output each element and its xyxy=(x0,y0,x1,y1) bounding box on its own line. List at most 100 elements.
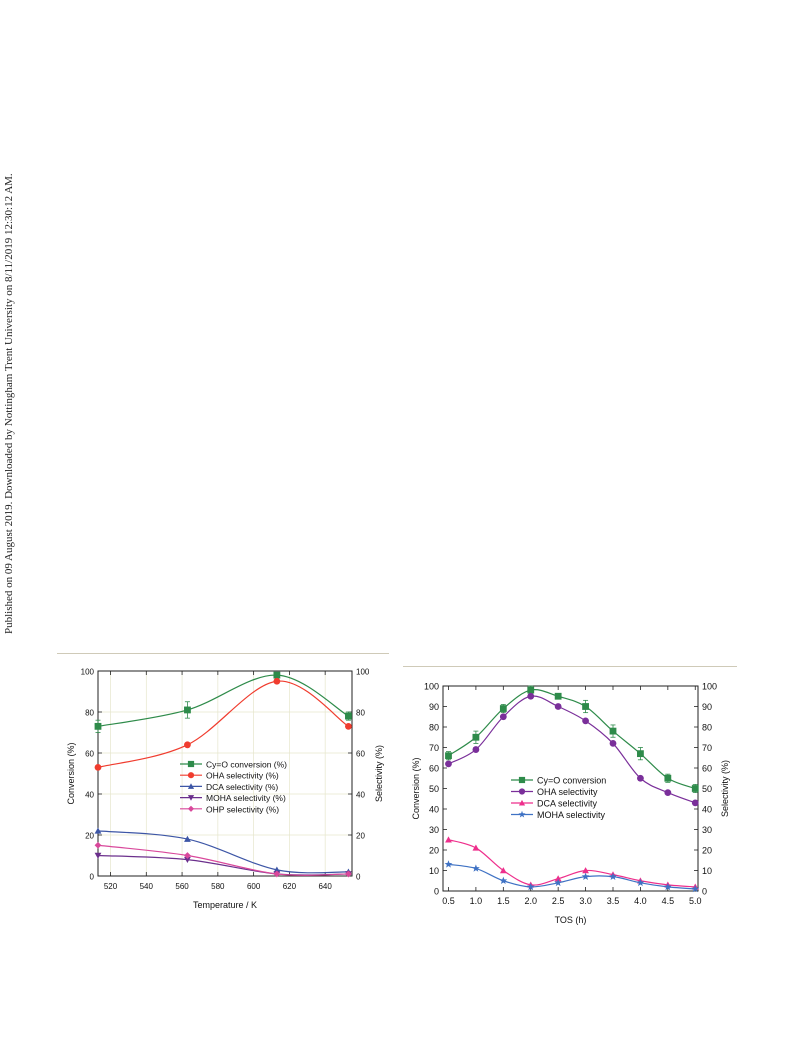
y-right-tick-label: 80 xyxy=(356,709,365,718)
y-right-tick-label: 20 xyxy=(356,832,365,841)
data-point xyxy=(345,870,352,878)
legend-marker xyxy=(187,772,195,779)
data-point xyxy=(472,733,480,741)
data-point xyxy=(554,878,563,887)
data-point xyxy=(609,740,617,747)
y-right-tick-label: 40 xyxy=(356,791,365,800)
y-right-tick-label: 10 xyxy=(702,866,712,876)
data-point xyxy=(664,789,672,796)
x-tick-label: 520 xyxy=(104,882,118,891)
x-tick-label: 4.5 xyxy=(662,896,675,906)
data-point xyxy=(554,703,562,710)
series-line xyxy=(448,839,696,888)
y-tick-label: 100 xyxy=(424,682,439,692)
series-line xyxy=(97,680,349,768)
y-tick-label: 60 xyxy=(85,750,94,759)
legend-label: OHP selectivity (%) xyxy=(206,804,279,814)
y-right-tick-label: 0 xyxy=(356,873,361,882)
data-point xyxy=(637,750,644,758)
y-tick-label: 40 xyxy=(429,805,439,815)
data-point xyxy=(527,692,535,700)
data-point xyxy=(345,712,352,720)
data-point xyxy=(609,727,617,735)
data-point xyxy=(499,876,508,885)
data-point xyxy=(664,774,672,782)
data-point xyxy=(691,785,699,792)
y-tick-label: 100 xyxy=(81,668,95,677)
series-line xyxy=(448,689,696,790)
data-point xyxy=(499,705,507,712)
data-point xyxy=(273,677,281,685)
y-tick-label: 0 xyxy=(434,887,439,897)
data-point xyxy=(527,686,535,694)
x-tick-label: 640 xyxy=(318,882,332,891)
legend-label: MOHA selectivity (%) xyxy=(206,793,286,803)
y-right-axis-label: Selectivity (%) xyxy=(374,745,384,802)
y-tick-label: 0 xyxy=(90,873,95,882)
legend-label: OHA selectivity xyxy=(537,787,598,797)
legend-marker xyxy=(187,783,195,789)
data-point xyxy=(273,866,281,873)
y-right-tick-label: 0 xyxy=(702,887,707,897)
legend-label: Cy=O conversion (%) xyxy=(206,760,287,770)
data-point xyxy=(526,882,535,891)
y-right-tick-label: 30 xyxy=(702,825,712,835)
y-tick-label: 10 xyxy=(429,866,439,876)
y-tick-label: 20 xyxy=(429,846,439,856)
legend-label: DCA selectivity (%) xyxy=(206,782,278,792)
data-point xyxy=(472,844,480,851)
legend-label: DCA selectivity xyxy=(537,799,598,809)
legend-label: Cy=O conversion xyxy=(537,776,606,786)
legend-marker xyxy=(187,805,195,812)
data-point xyxy=(184,706,191,714)
data-point xyxy=(499,713,507,721)
y-right-tick-label: 60 xyxy=(702,764,712,774)
x-tick-label: 5.0 xyxy=(689,896,702,906)
y-tick-label: 50 xyxy=(429,784,439,794)
x-axis-label: Temperature / K xyxy=(193,900,257,910)
data-point xyxy=(472,864,480,872)
legend-marker xyxy=(187,795,195,801)
y-tick-label: 60 xyxy=(429,764,439,774)
data-point xyxy=(444,860,453,868)
data-point xyxy=(445,760,452,768)
data-point xyxy=(582,867,589,874)
x-tick-label: 2.5 xyxy=(552,896,565,906)
y-right-tick-label: 80 xyxy=(702,723,712,733)
x-axis-label: TOS (h) xyxy=(555,915,587,925)
x-tick-label: 2.0 xyxy=(524,896,537,906)
legend-marker xyxy=(518,776,526,784)
series-line xyxy=(448,863,696,890)
y-right-tick-label: 90 xyxy=(702,702,712,712)
separator-left xyxy=(57,653,389,654)
plot-frame xyxy=(97,670,353,877)
legend-marker xyxy=(518,788,526,795)
data-point xyxy=(273,671,281,679)
y-tick-label: 90 xyxy=(429,702,439,712)
data-point xyxy=(663,882,672,891)
legend-marker xyxy=(518,799,526,806)
y-tick-label: 80 xyxy=(85,709,94,718)
x-tick-label: 4.0 xyxy=(634,896,647,906)
data-point xyxy=(582,703,589,710)
series-line xyxy=(97,674,349,727)
y-tick-label: 40 xyxy=(85,791,94,800)
y-right-tick-label: 100 xyxy=(702,682,717,692)
data-point xyxy=(184,835,191,842)
data-point xyxy=(184,852,191,859)
data-point xyxy=(582,717,589,725)
x-tick-label: 540 xyxy=(140,882,154,891)
data-point xyxy=(445,836,452,843)
data-point xyxy=(637,774,644,782)
data-point xyxy=(94,722,102,730)
y-tick-label: 30 xyxy=(429,825,439,835)
data-point xyxy=(184,856,191,863)
y-right-tick-label: 50 xyxy=(702,784,712,794)
data-point xyxy=(184,741,191,749)
x-tick-label: 1.5 xyxy=(497,896,510,906)
data-point xyxy=(94,852,102,859)
data-point xyxy=(445,752,452,760)
series-line xyxy=(97,830,349,874)
data-point xyxy=(691,799,699,807)
